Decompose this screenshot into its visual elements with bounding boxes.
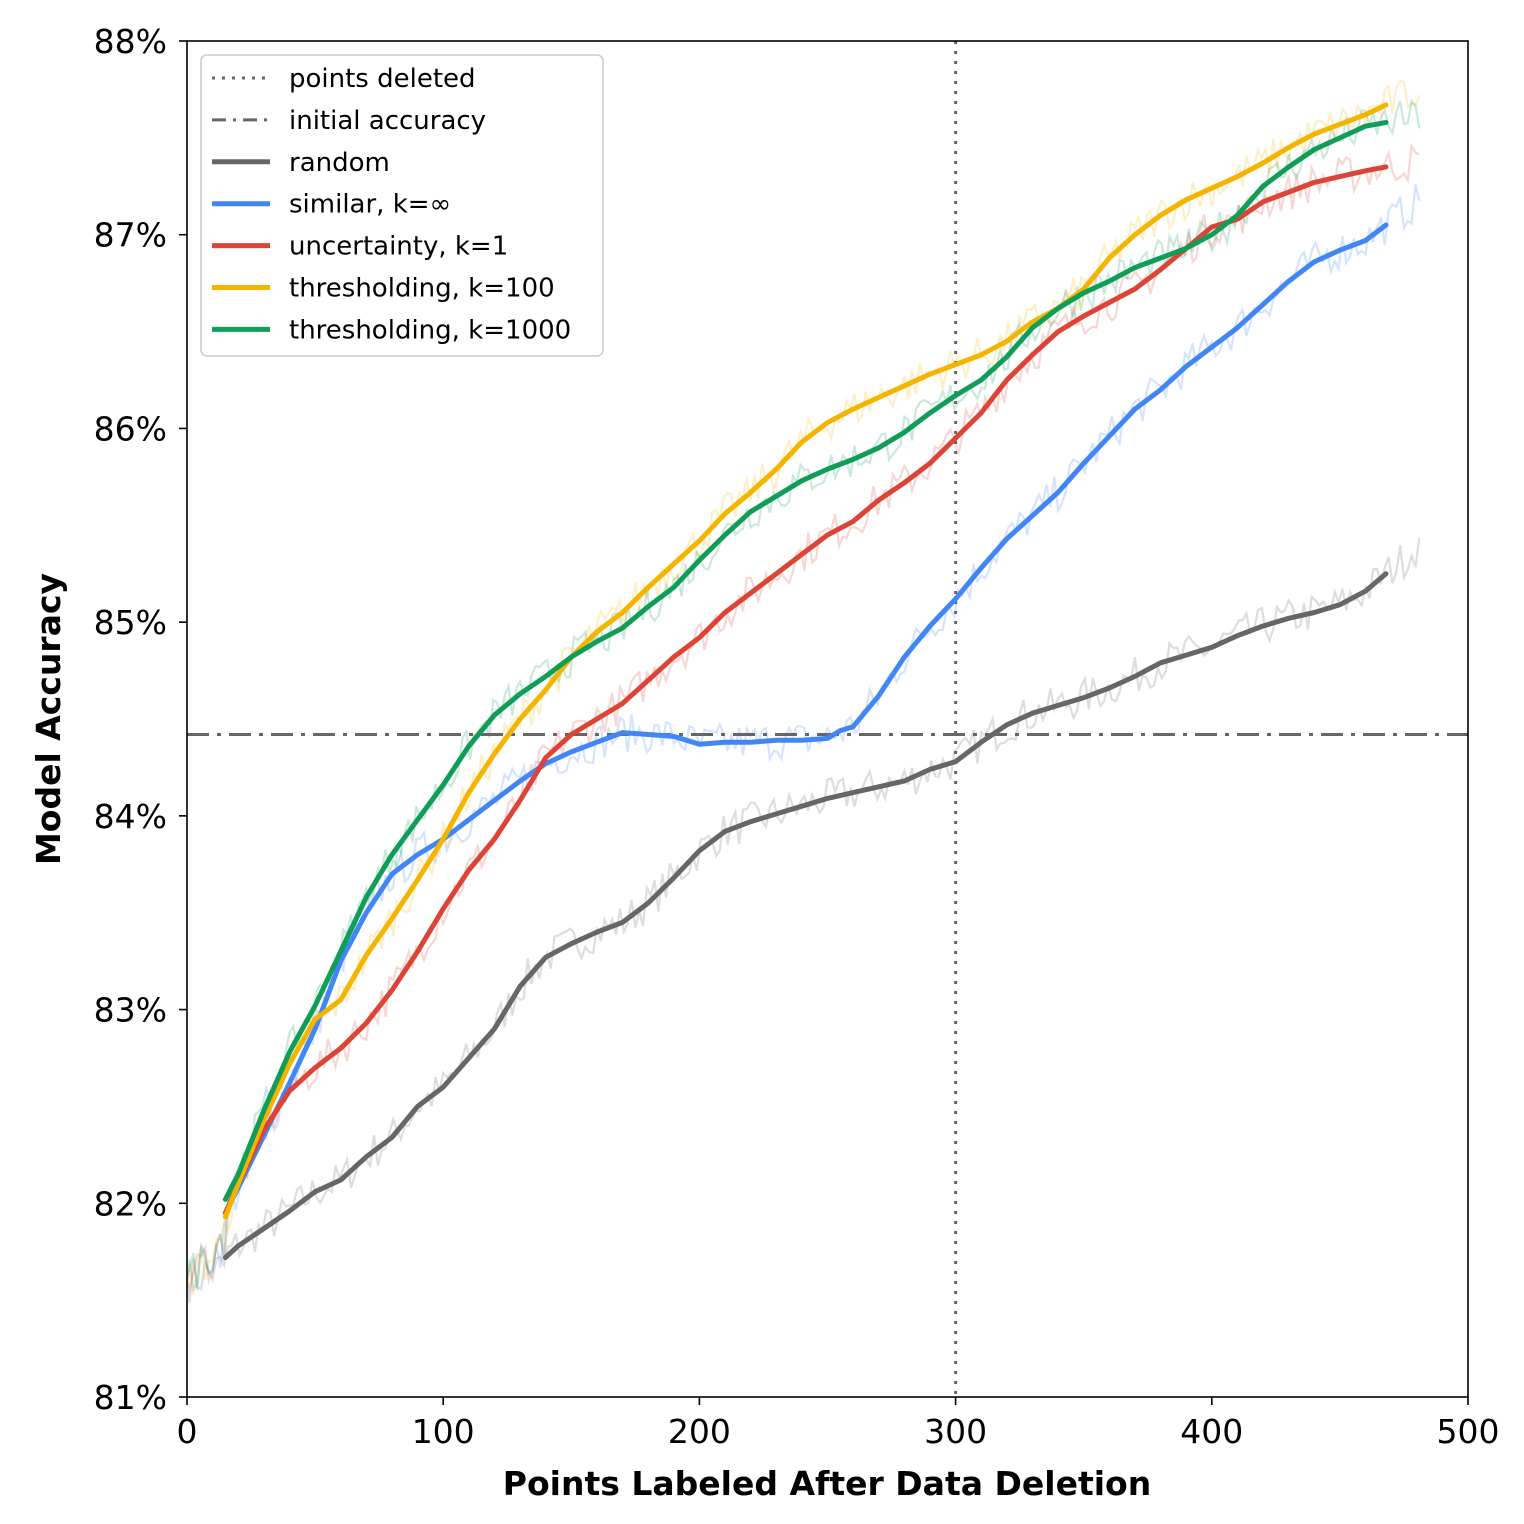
legend-label-thresholding-k-1000: thresholding, k=1000 bbox=[289, 315, 571, 345]
y-tick-label: 82% bbox=[94, 1184, 167, 1223]
series-line-thresholding-k-100 bbox=[222, 102, 1389, 1220]
x-tick-label: 400 bbox=[1180, 1412, 1243, 1451]
legend-box bbox=[200, 54, 604, 357]
legend-label-similar-k-inf: similar, k=∞ bbox=[289, 190, 451, 220]
legend-label-initial-accuracy: initial accuracy bbox=[289, 106, 486, 136]
y-tick-label: 85% bbox=[94, 603, 167, 642]
legend-label-points-deleted: points deleted bbox=[289, 64, 476, 94]
raw-line-random bbox=[185, 537, 1421, 1304]
raw-line-uncertainty-k-1 bbox=[185, 142, 1420, 1293]
x-axis-title: Points Labeled After Data Deletion bbox=[503, 1464, 1151, 1503]
y-tick-label: 86% bbox=[94, 409, 167, 448]
x-tick-label: 200 bbox=[668, 1412, 731, 1451]
y-tick-label: 87% bbox=[94, 216, 167, 255]
y-tick-label: 83% bbox=[94, 991, 167, 1030]
axis-ticks: 0 100 200 300 400 500 81% 82% 83% 84% 85% 86% 87% 88% bbox=[94, 22, 1500, 1451]
x-tick-label: 100 bbox=[412, 1412, 475, 1451]
x-tick-label: 500 bbox=[1437, 1412, 1500, 1451]
x-tick-label: 300 bbox=[924, 1412, 987, 1451]
legend-label-thresholding-k-100: thresholding, k=100 bbox=[289, 274, 555, 304]
plot-frame bbox=[186, 40, 1469, 1398]
x-tick-label: 0 bbox=[177, 1412, 198, 1451]
series-line-similar-k-inf bbox=[222, 222, 1389, 1216]
y-tick-label: 88% bbox=[94, 22, 167, 61]
legend-label-uncertainty-k-1: uncertainty, k=1 bbox=[289, 232, 508, 262]
y-tick-label: 81% bbox=[94, 1378, 167, 1417]
legend: points deleted initial accuracy random simi… bbox=[200, 54, 604, 357]
series-lines bbox=[222, 102, 1389, 1260]
raw-line-similar-k-inf bbox=[185, 183, 1421, 1293]
legend-label-random: random bbox=[289, 148, 390, 178]
raw-line-thresholding-k-1000 bbox=[185, 98, 1421, 1291]
series-line-thresholding-k-1000 bbox=[222, 119, 1389, 1202]
y-tick-label: 84% bbox=[94, 797, 167, 836]
reference-lines bbox=[187, 41, 1468, 1397]
series-line-random bbox=[222, 571, 1389, 1260]
y-axis-title: Model Accuracy bbox=[29, 573, 68, 865]
